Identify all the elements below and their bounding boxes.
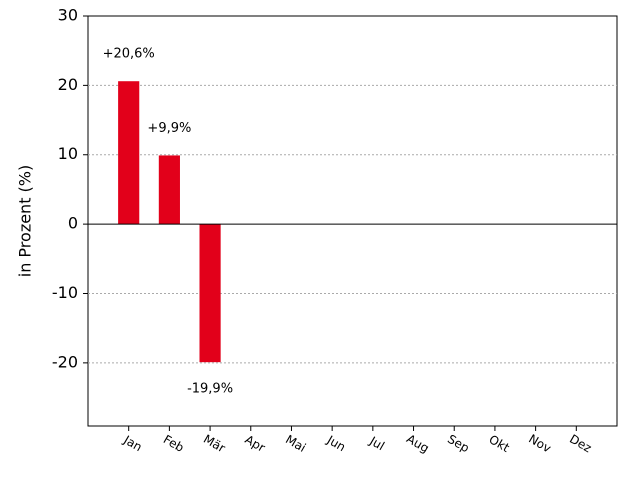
x-tick-label: Feb bbox=[161, 432, 186, 455]
x-tick-label: Mai bbox=[283, 432, 308, 455]
x-tick-label: Jan bbox=[121, 432, 145, 454]
y-tick-label: 20 bbox=[58, 75, 78, 94]
y-axis-label: in Prozent (%) bbox=[16, 165, 35, 277]
y-tick-label: -10 bbox=[52, 283, 78, 302]
x-tick-label: Aug bbox=[404, 432, 431, 456]
x-tick-label: Jun bbox=[324, 432, 348, 454]
bar bbox=[158, 155, 180, 225]
x-tick-label: Mär bbox=[201, 432, 228, 455]
value-label: -19,9% bbox=[187, 382, 233, 397]
x-tick-label: Dez bbox=[567, 432, 594, 456]
y-tick-label: -20 bbox=[52, 352, 78, 371]
y-tick-label: 10 bbox=[58, 144, 78, 163]
bar bbox=[118, 81, 140, 225]
x-tick-label: Okt bbox=[487, 432, 513, 455]
plot-frame bbox=[87, 15, 618, 427]
x-tick-label: Apr bbox=[243, 432, 268, 455]
y-tick-label: 30 bbox=[58, 6, 78, 25]
y-tick-label: 0 bbox=[68, 214, 78, 233]
value-label: +9,9% bbox=[147, 121, 191, 136]
x-tick-label: Sep bbox=[445, 432, 472, 455]
bar bbox=[199, 224, 221, 363]
x-tick-label: Jul bbox=[366, 433, 386, 453]
value-label: +20,6% bbox=[103, 47, 155, 62]
x-tick-label: Nov bbox=[526, 432, 553, 456]
